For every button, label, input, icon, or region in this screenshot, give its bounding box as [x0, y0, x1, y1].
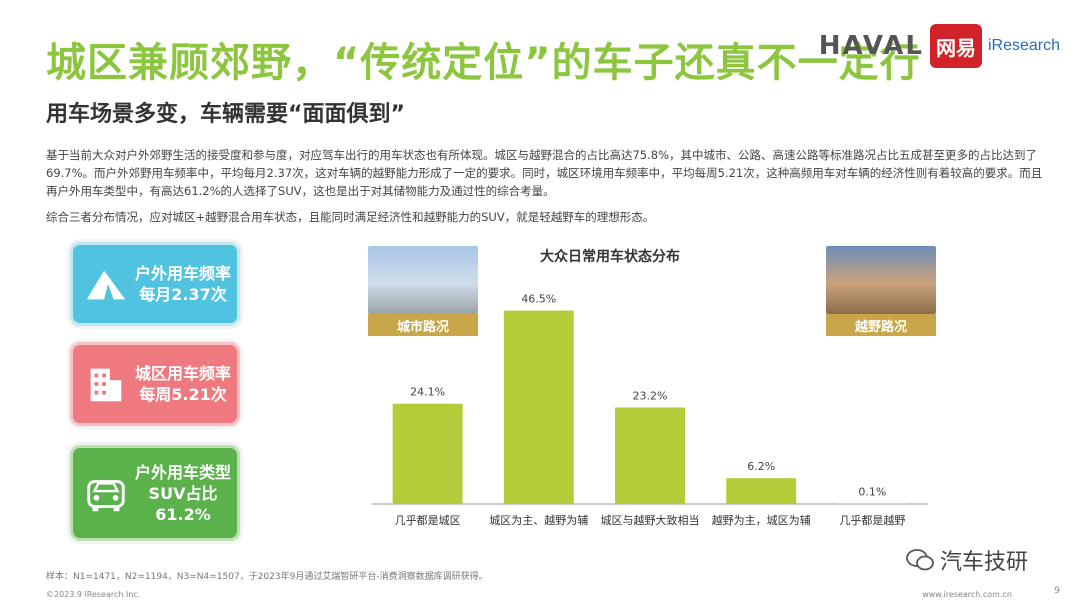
card-value: SUV占比 [148, 483, 218, 503]
data-label-0: 24.1% [410, 386, 445, 399]
logo-bar: HAVAL 网易 iResearch [819, 24, 1060, 68]
offroad-photo [826, 246, 936, 314]
city-road-photo [368, 246, 478, 314]
iresearch-logo: iResearch [987, 37, 1060, 54]
wechat-icon [906, 549, 934, 571]
bar-0 [392, 403, 463, 504]
city-road-label: 城市路况 [368, 314, 478, 336]
category-label-3: 越野为主，城区为辅 [712, 513, 811, 527]
summary-paragraph: 综合三者分布情况，应对城区+越野混合用车状态，且能同时满足经济性和越野能力的SU… [46, 210, 655, 224]
card-label: 城区用车频率 [134, 364, 231, 383]
car-icon [87, 480, 125, 512]
category-label-2: 城区与越野大致相当 [601, 513, 700, 527]
category-label-0: 几乎都是城区 [395, 514, 461, 527]
card-label: 户外用车类型 [134, 462, 231, 482]
vehicle-type-card: 户外用车类型 SUV占比 61.2% [70, 445, 240, 541]
category-label-1: 城区为主、越野为辅 [489, 513, 588, 527]
data-label-4: 0.1% [858, 486, 886, 499]
tent-icon [86, 270, 126, 300]
bar-2 [615, 407, 685, 504]
intro-paragraph: 基于当前大众对户外郊野生活的接受度和参与度，对应驾车出行的用车状态也有所体现。城… [46, 148, 1043, 198]
haval-logo: HAVAL [818, 31, 924, 61]
page-number: 9 [1054, 586, 1060, 596]
data-label-1: 46.5% [521, 293, 556, 306]
data-label-3: 6.2% [747, 460, 775, 473]
offroad-label: 越野路况 [826, 314, 936, 336]
page-subtitle: 用车场景多变，车辆需要“面面俱到” [46, 102, 405, 127]
usage-status-bar-chart: 24.1% 几乎都是城区 46.5% 城区为主、越野为辅 23.2% 城区与越野大致相当 6… [372, 293, 928, 527]
card-label: 户外用车频率 [134, 264, 231, 283]
data-label-2: 23.2% [633, 389, 668, 402]
netease-logo: 网易 [929, 24, 982, 68]
card-value: 每周5.21次 [139, 385, 227, 404]
card-value-percent: 61.2% [155, 504, 211, 524]
bar-3 [726, 478, 797, 504]
watermark: 汽车技研 [906, 544, 1028, 576]
page-title: 城区兼顾郊野，“传统定位”的车子还真不一定行 [46, 40, 921, 86]
card-value: 每月2.37次 [139, 285, 227, 304]
copyright: ©2023.9 iResearch Inc. [46, 590, 141, 599]
bar-1 [503, 310, 574, 504]
chart-title: 大众日常用车状态分布 [540, 249, 680, 265]
category-label-4: 几乎都是越野 [839, 513, 905, 527]
building-icon [90, 368, 122, 402]
outdoor-frequency-card: 户外用车频率 每月2.37次 [70, 242, 240, 326]
watermark-text: 汽车技研 [940, 550, 1029, 575]
website: www.iresearch.com.cn [922, 590, 1012, 599]
sample-note: 样本：N1=1471，N2=1194，N3=N4=1507，于2023年9月通过… [46, 572, 488, 582]
city-frequency-card: 城区用车频率 每周5.21次 [70, 342, 240, 426]
